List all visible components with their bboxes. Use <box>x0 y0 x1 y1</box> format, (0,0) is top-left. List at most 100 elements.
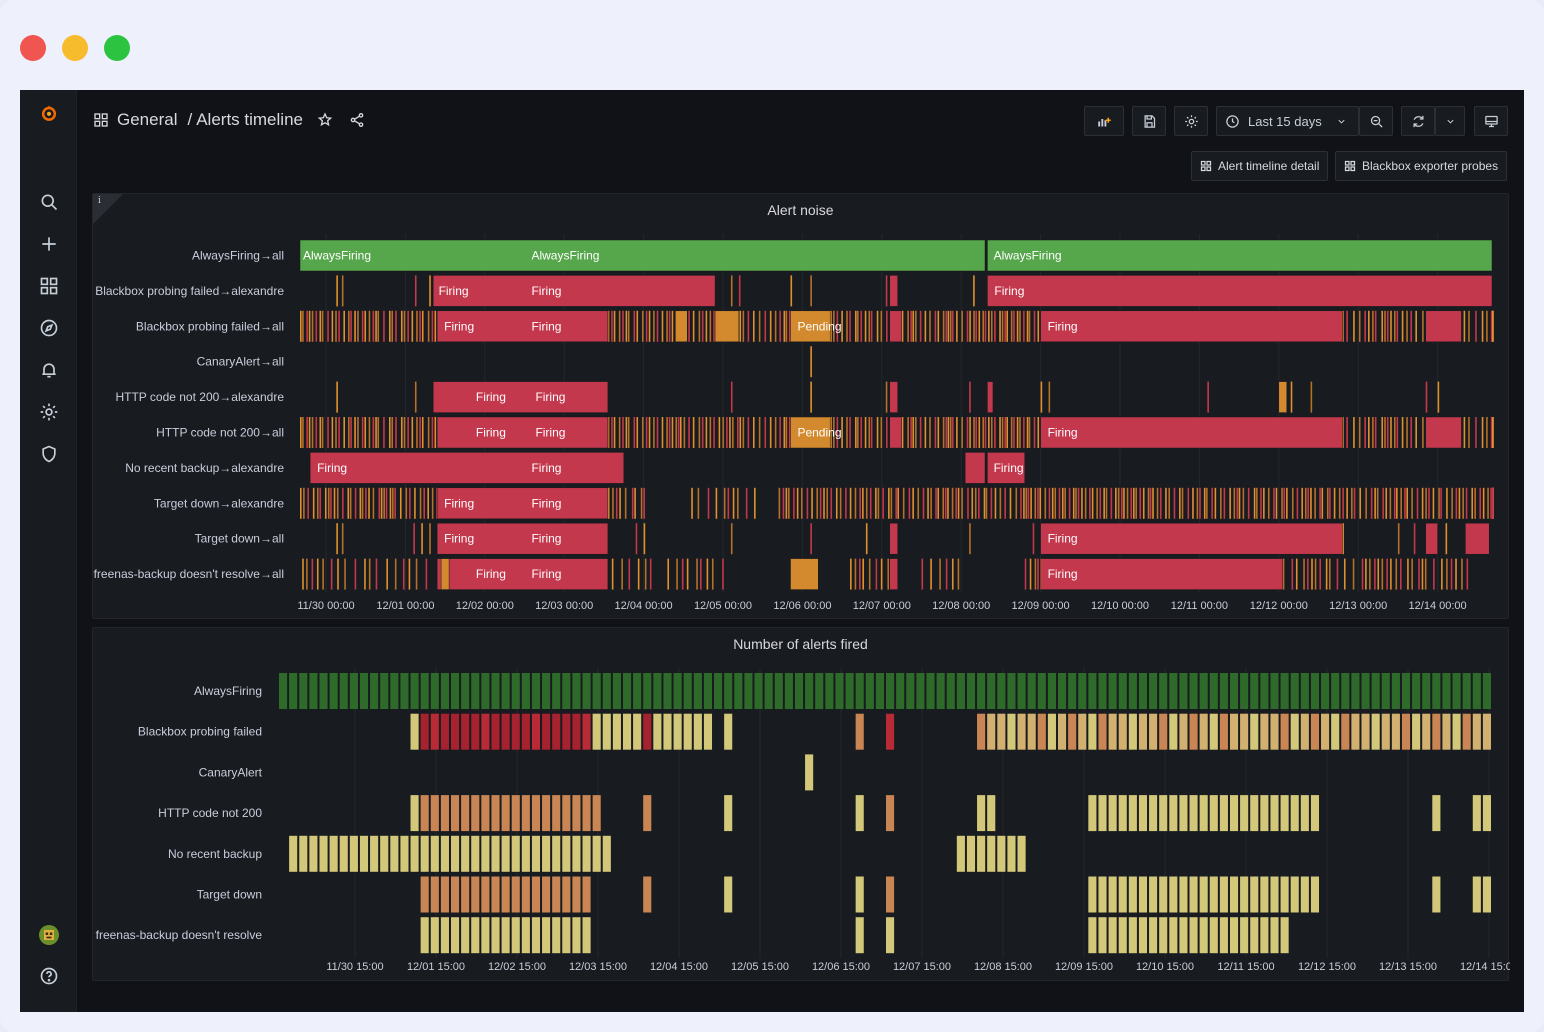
info-icon[interactable]: i <box>98 196 101 206</box>
heatmap-cell <box>1260 673 1269 709</box>
avatar[interactable] <box>36 922 62 948</box>
bell-icon[interactable] <box>36 357 62 383</box>
heatmap-cell <box>329 673 338 709</box>
heatmap-cell <box>440 876 449 913</box>
panel-info-corner[interactable] <box>93 194 123 224</box>
state-tick <box>969 523 971 555</box>
state-tick <box>951 558 954 590</box>
add-panel-button[interactable] <box>1084 106 1124 136</box>
share-icon[interactable] <box>349 112 365 128</box>
heatmap-cell <box>886 917 895 954</box>
state-tick <box>1121 487 1123 519</box>
state-tick <box>718 417 721 448</box>
state-tick <box>1061 487 1064 519</box>
maximize-window-button[interactable] <box>104 35 130 61</box>
state-tick <box>875 487 877 519</box>
help-icon[interactable] <box>36 963 62 989</box>
state-tick <box>1451 487 1453 519</box>
row-label: No recent backup→alexandre <box>125 461 284 475</box>
heatmap-cell <box>1229 917 1239 954</box>
state-tick <box>882 487 884 519</box>
state-tick <box>698 417 701 448</box>
heatmap-cell <box>744 673 753 709</box>
state-tick <box>862 558 865 590</box>
minimize-window-button[interactable] <box>62 35 88 61</box>
dashboard-settings-button[interactable] <box>1174 106 1208 136</box>
state-tick <box>722 558 724 590</box>
state-tick <box>961 310 963 342</box>
heatmap-cell <box>987 673 996 709</box>
state-tick <box>806 487 809 519</box>
state-tick <box>612 487 614 519</box>
x-tick-label: 11/30 00:00 <box>297 600 354 612</box>
state-tick <box>319 417 322 448</box>
state-tick <box>633 417 636 448</box>
dashboards-icon[interactable] <box>36 273 62 299</box>
plus-icon[interactable] <box>36 231 62 257</box>
state-tick <box>830 487 833 519</box>
x-tick-label: 12/07 15:00 <box>893 961 951 973</box>
heatmap-cell <box>1250 673 1259 709</box>
heatmap-cell <box>592 713 601 750</box>
state-tick <box>419 487 422 519</box>
state-tick <box>951 487 954 519</box>
panel-title[interactable]: Alert noise <box>767 202 834 218</box>
heatmap-cell <box>1159 673 1168 709</box>
row-label: HTTP code not 200→all <box>156 426 284 440</box>
search-icon[interactable] <box>36 189 62 215</box>
state-tick <box>1384 310 1386 342</box>
state-tick <box>653 417 655 448</box>
state-tick <box>653 310 655 342</box>
dashboard-link-blackbox-exporter-probes[interactable]: Blackbox exporter probes <box>1335 151 1508 181</box>
page-title[interactable]: Alerts timeline <box>196 110 303 129</box>
heatmap-cell <box>1179 795 1188 832</box>
state-tick <box>691 487 693 519</box>
close-window-button[interactable] <box>20 35 46 61</box>
star-icon[interactable] <box>317 112 333 128</box>
state-tick <box>394 487 396 519</box>
heatmap-chart[interactable]: 11/30 15:00 12/01 15:00 12/02 15:00 12/03 1… <box>93 628 1510 982</box>
state-tick <box>865 523 868 555</box>
refresh-button[interactable] <box>1401 106 1435 136</box>
heatmap-cell <box>612 673 621 709</box>
zoom-out-button[interactable] <box>1359 106 1393 136</box>
panel-number-of-alerts-fired[interactable]: Number of alerts fired 11/30 15:00 12/01 … <box>92 627 1510 982</box>
heatmap-cell <box>1270 713 1279 750</box>
state-tick <box>1394 310 1396 342</box>
explore-icon[interactable] <box>36 315 62 341</box>
grafana-logo-icon[interactable] <box>36 100 62 126</box>
time-range-picker[interactable]: Last 15 days <box>1216 106 1359 136</box>
view-mode-button[interactable] <box>1474 106 1508 136</box>
state-tick <box>667 558 670 590</box>
breadcrumb-folder[interactable]: General <box>117 110 178 129</box>
state-timeline-chart[interactable]: 11/30 00:00 12/01 00:00 12/02 00:00 12/03 0… <box>93 194 1510 620</box>
state-tick <box>1359 487 1362 519</box>
state-tick <box>880 417 883 448</box>
state-tick <box>1377 558 1380 590</box>
state-tick <box>706 558 709 590</box>
heatmap-cell <box>1412 713 1421 750</box>
shield-icon[interactable] <box>36 441 62 467</box>
heatmap-cell <box>886 713 895 750</box>
gear-icon[interactable] <box>36 399 62 425</box>
save-dashboard-button[interactable] <box>1132 106 1166 136</box>
heatmap-cell <box>1260 795 1269 832</box>
heatmap-cell <box>855 876 864 913</box>
state-tick <box>758 310 761 342</box>
heatmap-cell <box>542 835 551 872</box>
state-tick <box>999 417 1001 448</box>
heatmap-cell <box>977 835 986 872</box>
panel-title[interactable]: Number of alerts fired <box>733 636 868 652</box>
dashboard-link-alert-timeline-detail[interactable]: Alert timeline detail <box>1191 151 1329 181</box>
state-tick <box>1281 487 1283 519</box>
state-tick <box>1321 487 1324 519</box>
state-tick <box>961 417 963 448</box>
state-tick <box>1019 310 1021 342</box>
heatmap-cell <box>1219 713 1228 750</box>
refresh-interval-dropdown[interactable] <box>1435 106 1465 136</box>
x-tick-label: 12/02 00:00 <box>456 600 514 612</box>
panel-alert-noise[interactable]: i Alert noise 11/30 00:00 12/01 00:00 12/0… <box>92 193 1509 619</box>
state-tick <box>383 417 385 448</box>
heatmap-cell <box>1118 795 1127 832</box>
state-tick <box>1016 417 1019 448</box>
